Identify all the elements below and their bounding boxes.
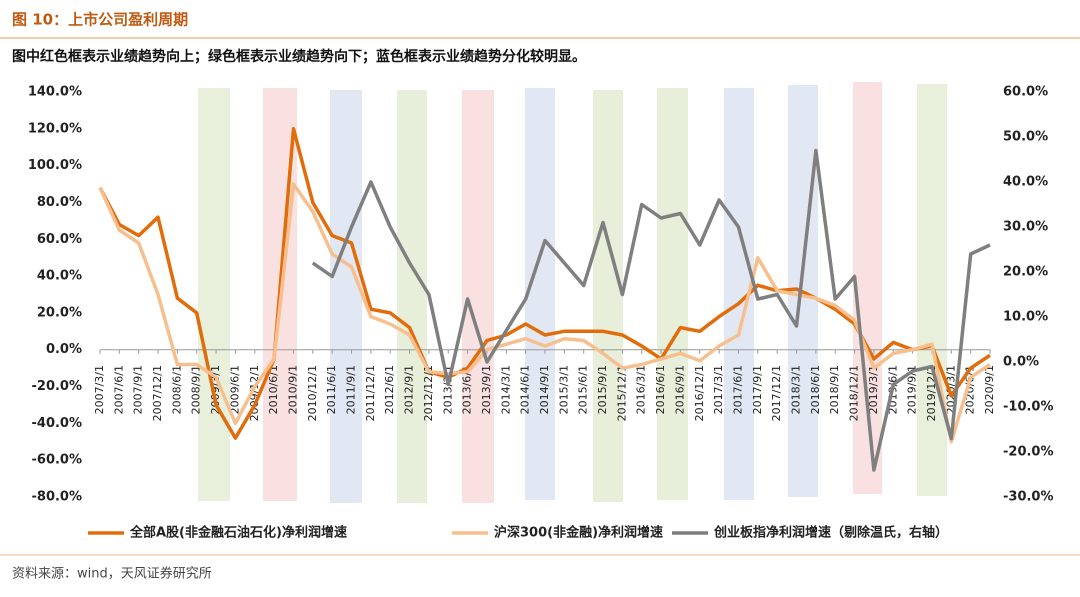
footer-source: 资料来源：wind，天风证券研究所 (12, 566, 212, 582)
band-green (917, 84, 947, 496)
x-tick-label: 2018/6/1 (809, 365, 822, 414)
x-tick-label: 2018/3/1 (790, 365, 803, 414)
x-tick-label: 2014/9/1 (538, 365, 551, 414)
y-tick-label: 40.0% (37, 269, 82, 284)
y2-tick-label: 20.0% (1003, 265, 1048, 280)
x-tick-label: 2016/12/1 (693, 365, 706, 421)
bands (198, 82, 947, 503)
x-tick-label: 2018/12/1 (848, 365, 861, 421)
y-tick-label: 80.0% (37, 195, 82, 210)
band-red (462, 90, 494, 503)
band-blue (525, 88, 555, 500)
y-tick-label: -80.0% (32, 490, 83, 505)
x-tick-label: 2009/6/1 (228, 365, 241, 414)
y2-tick-label: -10.0% (1003, 400, 1054, 415)
band-blue (330, 90, 362, 503)
legend-label: 沪深300(非金融)净利润增速 (494, 525, 663, 541)
band-red (853, 82, 882, 494)
x-tick-label: 2017/12/1 (770, 365, 783, 421)
y2-tick-label: -20.0% (1003, 445, 1054, 460)
x-tick-label: 2009/3/1 (209, 365, 222, 414)
x-tick-label: 2017/3/1 (712, 365, 725, 414)
y2-tick-label: 60.0% (1003, 85, 1048, 100)
x-tick-label: 2009/12/1 (248, 365, 261, 421)
y-tick-label: 0.0% (46, 342, 82, 357)
x-tick-label: 2019/9/1 (906, 365, 919, 414)
x-tick-label: 2015/6/1 (577, 365, 590, 414)
x-tick-label: 2013/6/1 (461, 365, 474, 414)
y-tick-label: 20.0% (37, 305, 82, 320)
y-tick-label: -40.0% (32, 416, 83, 431)
x-tick-label: 2015/12/1 (615, 365, 628, 421)
x-tick-label: 2008/6/1 (170, 365, 183, 414)
band-green (657, 88, 688, 500)
x-tick-label: 2016/6/1 (654, 365, 667, 414)
x-tick-label: 2013/9/1 (480, 365, 493, 414)
y-tick-label: -60.0% (32, 453, 83, 468)
legend-label: 创业板指净利润增速（剔除温氏，右轴） (713, 525, 948, 541)
x-tick-label: 2008/9/1 (190, 365, 203, 414)
x-tick-label: 2010/12/1 (306, 365, 319, 421)
series-line (98, 182, 991, 444)
legend-label: 全部A股(非金融石油石化)净利润增速 (129, 525, 347, 541)
y-tick-label: -20.0% (32, 379, 83, 394)
x-tick-label: 2014/3/1 (499, 365, 512, 414)
x-tick-label: 2007/9/1 (132, 365, 145, 414)
x-tick-label: 2011/12/1 (364, 365, 377, 421)
x-tick-label: 2007/12/1 (151, 365, 164, 421)
y2-tick-label: 30.0% (1003, 220, 1048, 235)
series-line (311, 148, 991, 472)
x-tick-label: 2012/9/1 (403, 365, 416, 414)
x-tick-label: 2007/6/1 (112, 365, 125, 414)
x-tick-label: 2011/6/1 (325, 365, 338, 414)
x-tick-label: 2018/9/1 (828, 365, 841, 414)
x-tick-label: 2012/12/1 (422, 365, 435, 421)
x-tick-label: 2010/9/1 (286, 365, 299, 414)
band-green (593, 90, 623, 502)
y2-tick-label: 10.0% (1003, 310, 1048, 325)
y-tick-label: 140.0% (28, 85, 82, 100)
x-tick-label: 2011/9/1 (345, 365, 358, 414)
x-tick-label: 2016/9/1 (673, 365, 686, 414)
x-tick-label: 2012/6/1 (383, 365, 396, 414)
y2-tick-label: -30.0% (1003, 490, 1054, 505)
header-title: 图 10：上市公司盈利周期 (12, 11, 188, 29)
x-tick-label: 2007/3/1 (93, 365, 106, 414)
x-tick-label: 2016/3/1 (635, 365, 648, 414)
y2-tick-label: 40.0% (1003, 175, 1048, 190)
x-tick-label: 2017/9/1 (751, 365, 764, 414)
y-tick-label: 100.0% (28, 158, 82, 173)
y2-tick-label: 50.0% (1003, 130, 1048, 145)
band-green (198, 88, 230, 501)
x-tick-label: 2019/3/1 (867, 365, 880, 414)
band-green (397, 90, 427, 503)
x-tick-label: 2015/9/1 (596, 365, 609, 414)
series-line (98, 127, 991, 440)
y2-tick-label: 0.0% (1003, 355, 1039, 370)
x-tick-label: 2014/6/1 (519, 365, 532, 414)
x-tick-label: 2015/3/1 (557, 365, 570, 414)
chart-subtitle: 图中红色框表示业绩趋势向上；绿色框表示业绩趋势向下；蓝色框表示业绩趋势分化较明显… (12, 48, 586, 65)
x-tick-label: 2020/9/1 (983, 365, 996, 414)
x-tick-label: 2017/6/1 (731, 365, 744, 414)
x-tick-label: 2010/6/1 (267, 365, 280, 414)
y-tick-label: 60.0% (37, 232, 82, 247)
y-tick-label: 120.0% (28, 121, 82, 136)
